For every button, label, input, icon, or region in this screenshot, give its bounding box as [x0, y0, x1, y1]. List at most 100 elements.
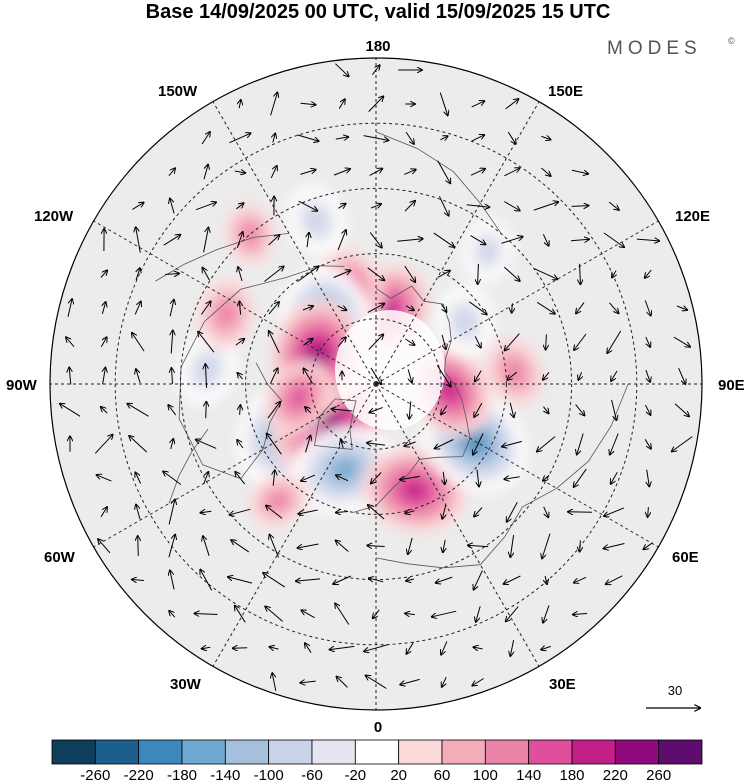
wind-arrow [238, 267, 243, 282]
wind-arrow [475, 370, 482, 382]
wind-arrow [333, 169, 350, 176]
wind-arrow [611, 399, 617, 420]
wind-arrow [132, 203, 143, 210]
wind-arrow [170, 199, 175, 214]
meridian-line [375, 101, 540, 385]
wind-arrow [264, 267, 283, 282]
wind-arrow [471, 101, 485, 108]
wind-arrow [272, 673, 277, 691]
wind-arrow [673, 336, 690, 347]
wind-arrow [301, 474, 316, 481]
wind-arrow [474, 336, 481, 347]
colorbar-segment [181, 739, 226, 765]
wind-arrow [505, 99, 519, 110]
wind-arrow [239, 301, 240, 315]
wind-arrow [370, 367, 381, 384]
wind-arrow [578, 372, 581, 380]
wind-arrow [506, 606, 519, 622]
wind-arrow [200, 570, 213, 591]
wind-arrow [369, 232, 382, 247]
wind-arrow [439, 92, 447, 116]
wind-arrow [267, 434, 282, 455]
wind-arrow [103, 368, 106, 385]
anomaly-cell [225, 203, 276, 266]
colorbar-segment [354, 739, 400, 765]
wind-arrow [510, 402, 514, 417]
wind-arrow [674, 403, 689, 417]
meridian-line [212, 101, 377, 385]
lon-label-0: 0 [374, 719, 382, 736]
wind-arrow [405, 613, 415, 614]
wind-arrow [301, 610, 315, 619]
wind-arrow [263, 573, 286, 588]
wind-arrow [270, 93, 278, 116]
coastline [375, 131, 503, 235]
wind-arrow [101, 407, 108, 414]
wind-arrow [100, 507, 107, 518]
wind-arrow [236, 203, 244, 210]
wind-arrow [168, 500, 175, 525]
wind-arrow [205, 364, 206, 388]
wind-arrow [537, 436, 556, 452]
wind-arrow [574, 333, 587, 350]
wind-arrow [436, 365, 450, 386]
wind-arrow [168, 405, 177, 416]
colorbar-tick-label: -140 [210, 767, 240, 783]
wind-arrow [672, 436, 693, 452]
wind-arrow [168, 535, 175, 558]
wind-arrow [543, 605, 550, 622]
wind-arrow [136, 268, 140, 280]
wind-arrow [136, 505, 141, 520]
lon-label-150w: 150W [158, 83, 198, 100]
colorbar-tick-label: 220 [603, 767, 628, 783]
svg-text:©: © [728, 36, 735, 46]
wind-arrow [648, 507, 649, 517]
wind-arrow [367, 443, 386, 445]
wind-arrow [443, 539, 445, 552]
wind-arrow [201, 132, 210, 145]
wind-arrow [606, 575, 623, 584]
colorbar-tick-label: -260 [80, 767, 110, 783]
wind-arrow [336, 512, 349, 513]
wind-arrow [168, 168, 175, 177]
lon-label-120w: 120W [34, 208, 74, 225]
svg-text:30: 30 [668, 683, 682, 698]
page-title: Base 14/09/2025 00 UTC, valid 15/09/2025… [146, 1, 611, 23]
colorbar-segment [614, 739, 660, 765]
wind-arrow [397, 239, 422, 242]
wind-arrow [297, 134, 318, 141]
wind-arrow [335, 63, 348, 77]
wind-arrow [474, 507, 483, 517]
wind-arrow [203, 472, 209, 485]
meridian-line [375, 383, 540, 667]
wind-arrow [545, 575, 547, 584]
wind-arrow [405, 511, 415, 514]
lon-label-120e: 120E [675, 208, 710, 225]
wind-arrow [609, 302, 619, 313]
lon-label-90w: 90W [6, 377, 38, 394]
wind-arrow [333, 575, 352, 584]
wind-arrow [534, 268, 558, 279]
colorbar-segment [484, 739, 530, 765]
wind-arrow [300, 681, 316, 683]
svg-text:MODES: MODES [607, 38, 702, 59]
colorbar-tick-label: -220 [124, 767, 154, 783]
wind-arrow [136, 369, 141, 383]
wind-arrow [536, 301, 555, 313]
wind-arrow [441, 303, 447, 312]
wind-arrow [474, 570, 483, 589]
meridian-line [93, 220, 377, 385]
wind-arrow [400, 678, 420, 684]
wind-arrow [230, 508, 251, 515]
wind-arrow [644, 300, 650, 316]
wind-arrow [195, 614, 218, 615]
wind-arrow [300, 103, 316, 104]
wind-arrow [269, 368, 277, 384]
wind-arrow [645, 336, 650, 347]
wind-arrow [474, 402, 483, 417]
wind-arrow [69, 368, 71, 385]
coastline [353, 285, 471, 513]
wind-arrow [163, 235, 181, 246]
wind-arrow [574, 576, 587, 582]
colorbar-segment [224, 739, 270, 765]
